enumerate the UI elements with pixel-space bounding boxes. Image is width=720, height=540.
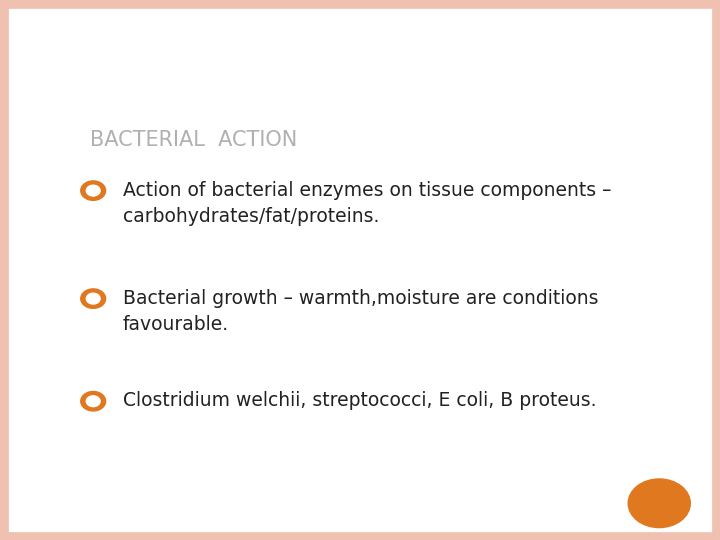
Circle shape (86, 185, 100, 196)
Circle shape (81, 392, 106, 411)
Text: Action of bacterial enzymes on tissue components –
carbohydrates/fat/proteins.: Action of bacterial enzymes on tissue co… (123, 181, 611, 226)
Circle shape (81, 289, 106, 308)
Text: Bacterial growth – warmth,moisture are conditions
favourable.: Bacterial growth – warmth,moisture are c… (123, 289, 598, 334)
Text: Clostridium welchii, streptococci, E coli, B proteus.: Clostridium welchii, streptococci, E col… (123, 392, 596, 410)
Circle shape (81, 181, 106, 200)
Circle shape (86, 396, 100, 407)
Circle shape (628, 479, 690, 528)
Circle shape (86, 293, 100, 304)
Text: BACTERIAL  ACTION: BACTERIAL ACTION (90, 130, 297, 150)
